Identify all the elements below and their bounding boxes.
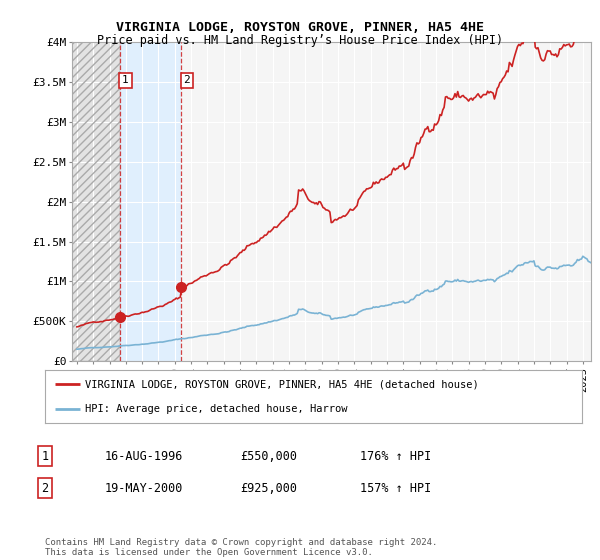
Bar xyxy=(119,42,181,361)
Text: £925,000: £925,000 xyxy=(240,482,297,495)
Bar xyxy=(72,42,119,361)
Text: 16-AUG-1996: 16-AUG-1996 xyxy=(105,450,184,463)
Bar xyxy=(72,42,119,361)
Text: 2: 2 xyxy=(41,482,49,495)
Text: 1: 1 xyxy=(122,75,129,85)
Text: 19-MAY-2000: 19-MAY-2000 xyxy=(105,482,184,495)
Text: 2: 2 xyxy=(184,75,190,85)
Text: VIRGINIA LODGE, ROYSTON GROVE, PINNER, HA5 4HE: VIRGINIA LODGE, ROYSTON GROVE, PINNER, H… xyxy=(116,21,484,34)
Text: 176% ↑ HPI: 176% ↑ HPI xyxy=(360,450,431,463)
Text: VIRGINIA LODGE, ROYSTON GROVE, PINNER, HA5 4HE (detached house): VIRGINIA LODGE, ROYSTON GROVE, PINNER, H… xyxy=(85,380,479,390)
Text: 157% ↑ HPI: 157% ↑ HPI xyxy=(360,482,431,495)
Text: Price paid vs. HM Land Registry’s House Price Index (HPI): Price paid vs. HM Land Registry’s House … xyxy=(97,34,503,46)
Text: £550,000: £550,000 xyxy=(240,450,297,463)
Text: 1: 1 xyxy=(41,450,49,463)
Text: Contains HM Land Registry data © Crown copyright and database right 2024.
This d: Contains HM Land Registry data © Crown c… xyxy=(45,538,437,557)
Text: HPI: Average price, detached house, Harrow: HPI: Average price, detached house, Harr… xyxy=(85,404,348,414)
